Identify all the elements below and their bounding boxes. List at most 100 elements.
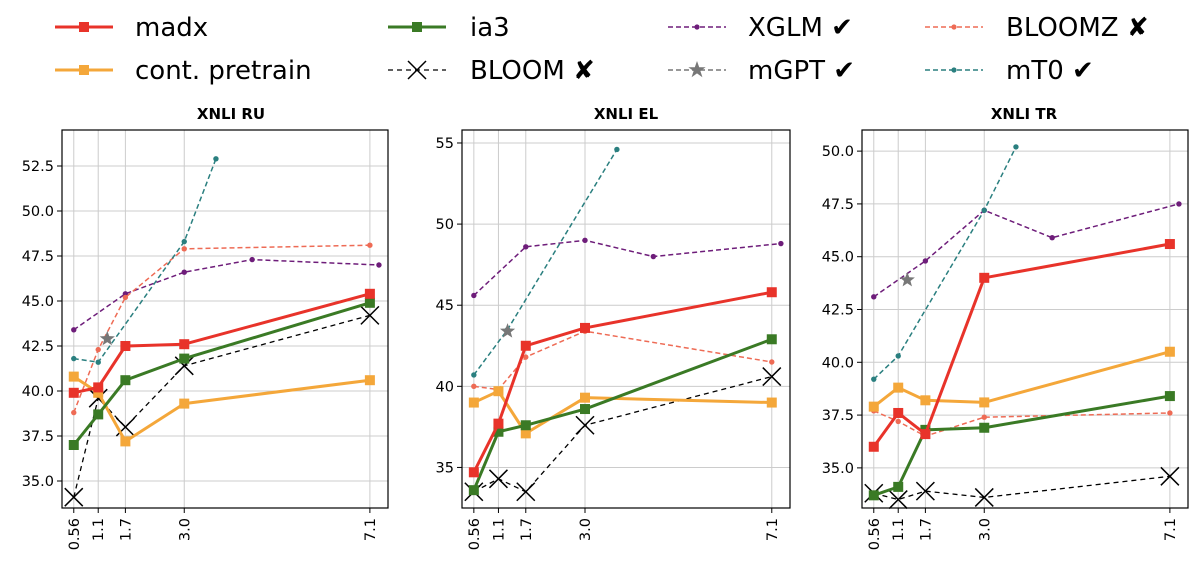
grid (62, 130, 388, 508)
series-line-madx (73, 292, 371, 395)
data-point-madx (68, 387, 79, 398)
data-point-cont_pretrain (979, 397, 990, 408)
y-tick-label: 35.0 (822, 461, 854, 477)
data-point-mt0 (181, 238, 187, 245)
series-layer (464, 146, 784, 502)
y-tick-label: 45 (436, 298, 454, 314)
y-tick-label: 35.0 (22, 474, 54, 490)
data-point-ia3 (468, 485, 479, 496)
data-point-cont_pretrain (93, 387, 104, 398)
panel-title: XNLI TR (991, 105, 1058, 123)
series-mt0 (71, 156, 219, 365)
ticks: 35.0 37.5 40.0 42.5 45.0 47.5 50.0 52.5 0.56 1.1 1… (22, 159, 379, 550)
data-point-xglm (376, 262, 382, 268)
data-point-bloom (974, 487, 994, 507)
legend-label-cont-pretrain: cont. pretrain (135, 56, 312, 86)
series-madx (468, 287, 777, 478)
x-tick-label: 7.1 (1163, 518, 1179, 541)
data-point-madx (120, 341, 131, 351)
y-tick-label: 45.0 (22, 294, 54, 310)
y-tick-label: 50 (436, 217, 454, 233)
data-point-xglm (871, 294, 877, 300)
y-tick-label: 40 (436, 379, 454, 395)
data-point-cont_pretrain (893, 382, 904, 393)
series-line-xglm (473, 239, 781, 297)
data-point-bloomz (471, 383, 477, 390)
data-point-cont_pretrain (1164, 346, 1175, 357)
y-tick-label: 40.0 (22, 384, 54, 400)
data-point-bloomz (523, 354, 529, 360)
data-point-madx (979, 272, 990, 283)
data-point-ia3 (68, 440, 79, 450)
y-tick-label: 42.5 (22, 339, 54, 355)
data-point-mt0 (95, 359, 101, 365)
data-point-cont_pretrain (493, 386, 504, 397)
data-point-ia3 (493, 426, 504, 437)
data-point-bloom (360, 305, 380, 325)
series-ia3 (468, 334, 777, 496)
legend-entry-mgpt: mGPT ✔ (668, 56, 855, 86)
data-point-bloomz (1167, 410, 1173, 416)
x-tick-label: 0.56 (867, 518, 883, 550)
data-point-xglm (922, 258, 929, 264)
data-point-xglm (523, 244, 529, 250)
series-madx (868, 239, 1175, 452)
legend-marker-bloomz (951, 24, 957, 30)
data-point-mgpt (499, 323, 516, 338)
y-tick-label: 35 (436, 460, 454, 476)
x-tick-label: 1.1 (891, 518, 907, 541)
data-point-cont_pretrain (120, 436, 131, 447)
data-point-ia3 (364, 297, 375, 308)
data-point-cont_pretrain (920, 395, 931, 406)
data-point-mt0 (895, 353, 901, 359)
data-point-xglm (650, 253, 657, 260)
series-line-cont_pretrain (72, 375, 371, 443)
data-point-xglm (249, 256, 255, 263)
series-mt0 (871, 144, 1019, 382)
series-line-bloomz (473, 330, 772, 391)
data-point-ia3 (93, 409, 104, 420)
data-point-madx (868, 441, 879, 452)
legend-marker-bloom (407, 60, 427, 80)
data-point-cont_pretrain (468, 397, 479, 408)
x-tick-label: 1.1 (91, 518, 107, 541)
x-tick-label: 7.1 (363, 518, 379, 541)
data-point-madx (468, 467, 479, 478)
y-tick-label: 37.5 (22, 429, 54, 445)
data-point-bloom (575, 415, 595, 435)
data-point-xglm (1049, 234, 1055, 241)
legend-entry-bloom: BLOOM ✘ (388, 56, 595, 86)
legend-label-xglm: XGLM ✔ (748, 13, 853, 43)
series-bloomz (71, 242, 373, 416)
series-xglm (471, 237, 784, 299)
series-cont_pretrain (68, 371, 375, 447)
panel-xnli-ru: XNLI RU 35.0 37.5 40.0 42.5 45.0 47.5 50.0 52.5… (22, 105, 389, 550)
x-tick-label: 1.1 (491, 518, 507, 541)
data-point-madx (520, 340, 531, 351)
data-point-xglm (778, 240, 784, 247)
y-tick-label: 55 (436, 136, 454, 152)
legend-label-bloomz: BLOOMZ ✘ (1006, 13, 1149, 43)
data-point-bloomz (122, 294, 129, 301)
data-point-cont_pretrain (364, 375, 375, 386)
series-line-cont_pretrain (872, 350, 1171, 408)
data-point-mt0 (871, 376, 877, 382)
x-tick-label: 3.0 (177, 518, 193, 541)
data-point-ia3 (179, 353, 190, 364)
data-point-bloomz (95, 346, 101, 353)
y-tick-label: 37.5 (822, 408, 854, 424)
data-point-xglm (582, 237, 588, 244)
data-point-cont_pretrain (520, 428, 531, 439)
ticks: 35 40 45 50 55 0.56 1.1 1.7 3.0 7.1 (436, 136, 781, 550)
data-point-ia3 (120, 375, 131, 386)
data-point-ia3 (520, 420, 531, 431)
data-point-mt0 (614, 146, 620, 153)
data-point-bloomz (769, 359, 775, 365)
grid (862, 130, 1188, 508)
y-tick-label: 45.0 (822, 250, 854, 266)
series-line-ia3 (873, 394, 1171, 497)
series-mgpt (499, 323, 516, 338)
data-point-madx (920, 429, 931, 440)
data-point-madx (364, 288, 375, 299)
data-point-madx (893, 407, 904, 418)
